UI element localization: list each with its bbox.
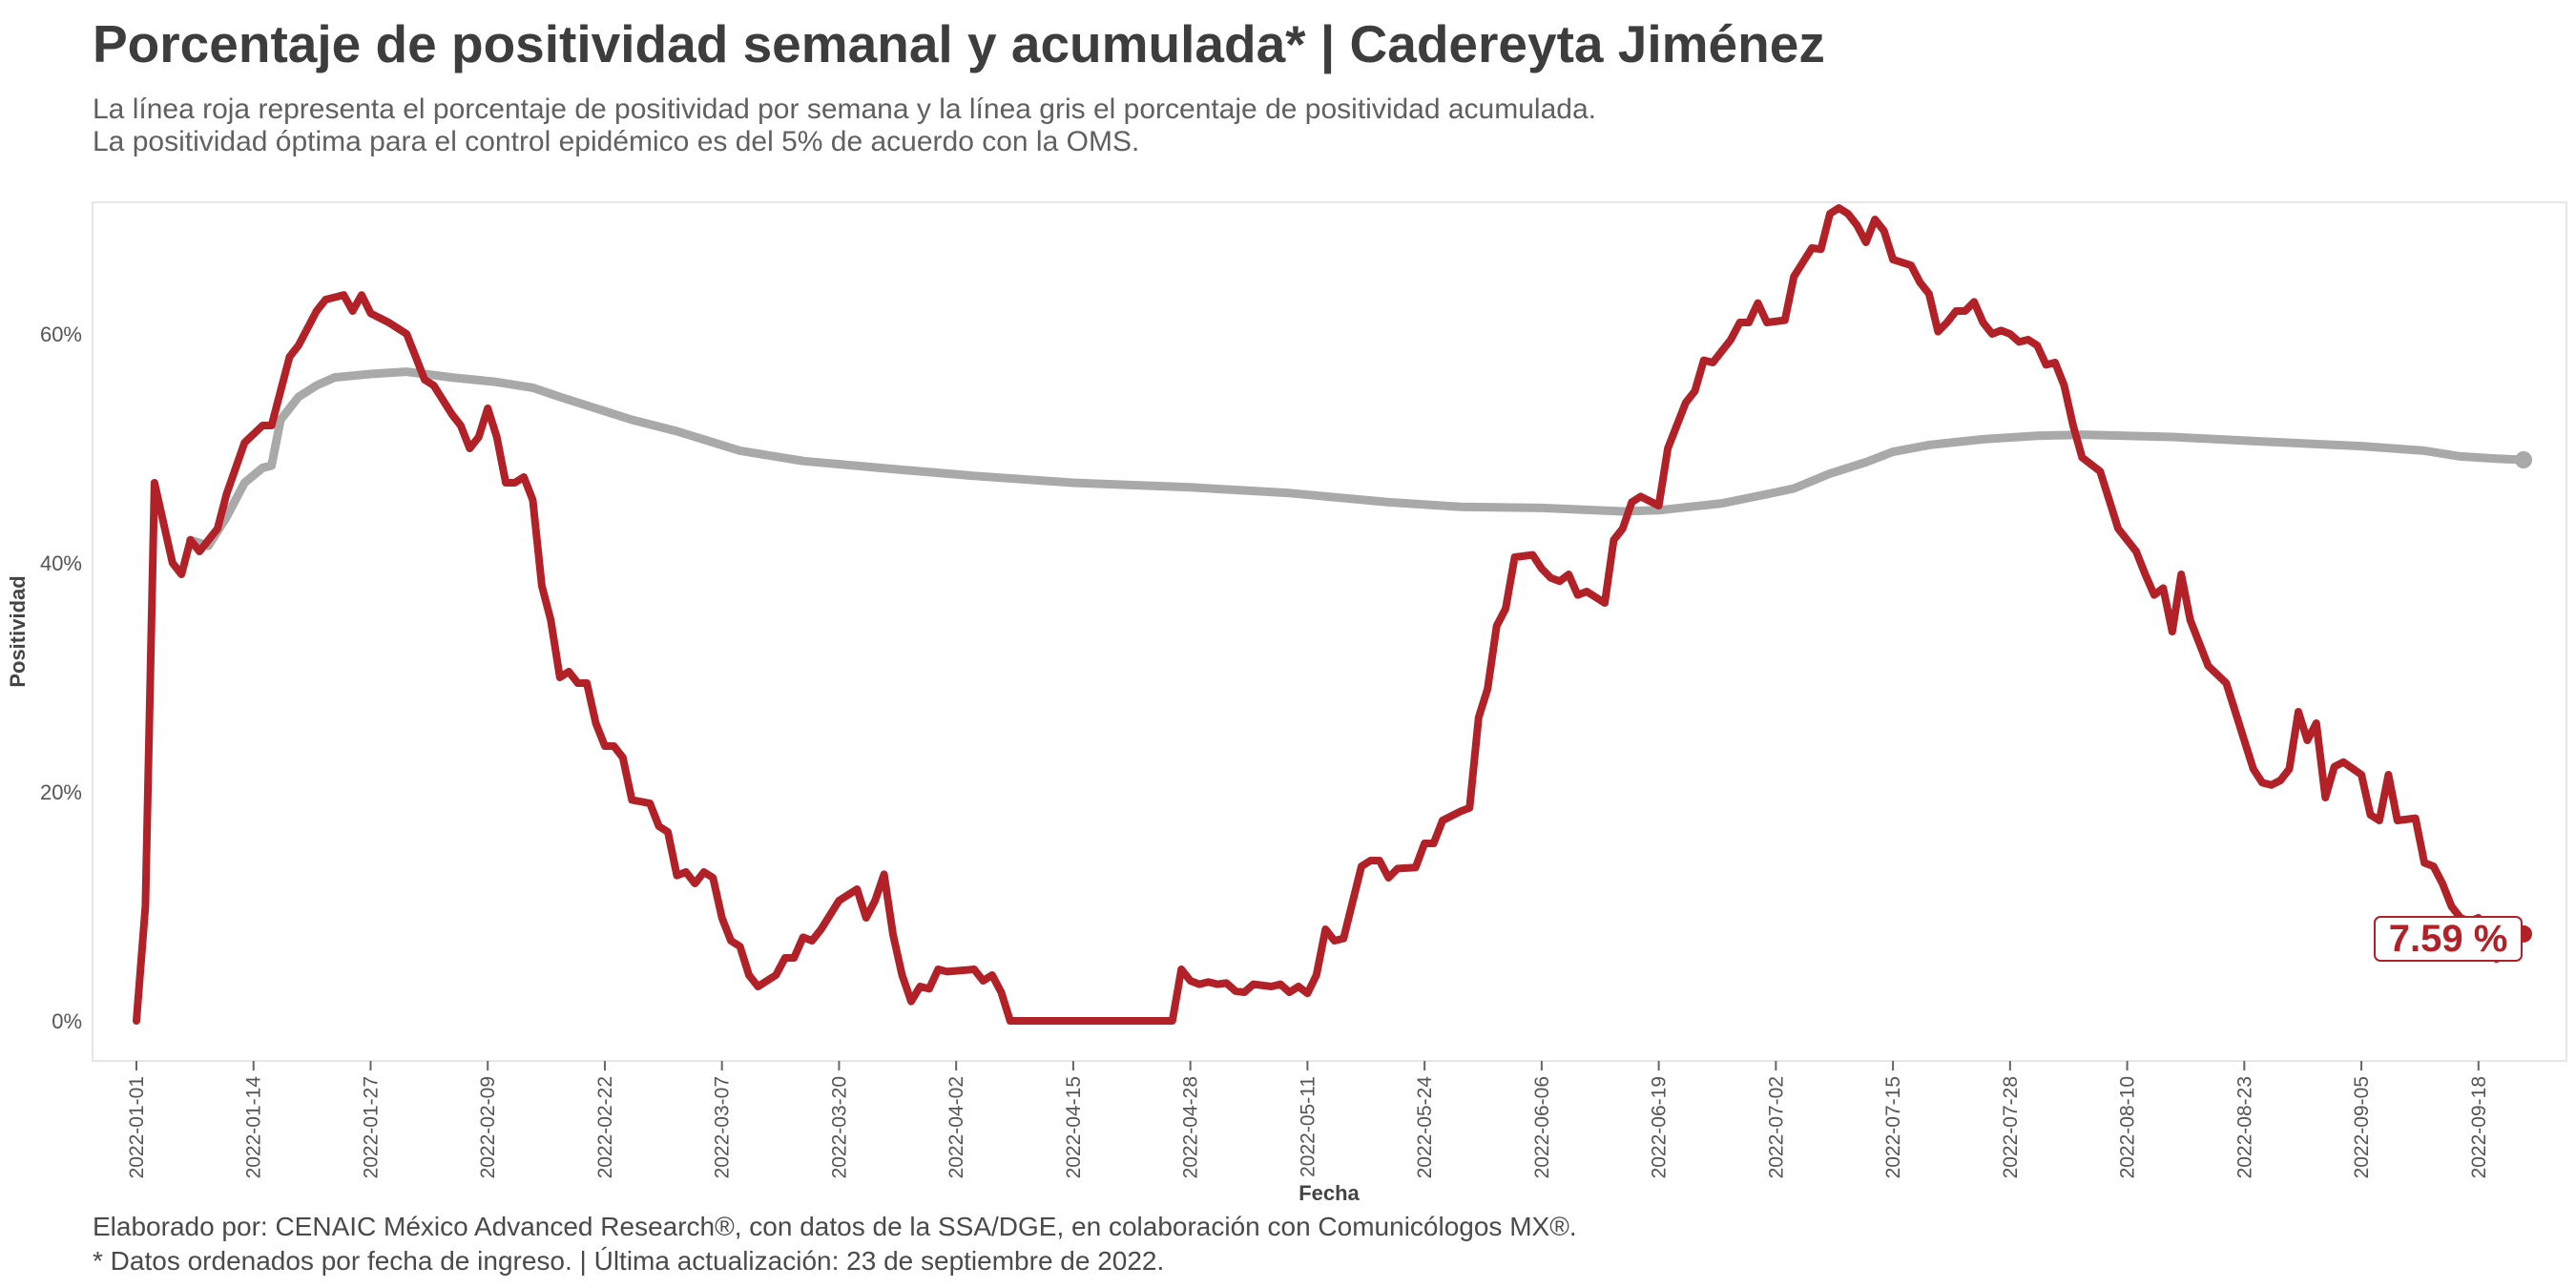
- y-tick-label: 60%: [40, 322, 82, 346]
- x-tick-label: 2022-02-22: [594, 1076, 616, 1178]
- x-tick-label: 2022-09-18: [2468, 1076, 2490, 1178]
- y-axis-title: Positividad: [6, 575, 30, 687]
- end-value-label: 7.59 %: [2374, 916, 2523, 962]
- end-value-label-box: [2374, 916, 2523, 962]
- cumulative-positivity-line: [186, 367, 2528, 551]
- weekly-positivity-line: [133, 204, 2527, 1025]
- x-axis-title: Fecha: [1298, 1181, 1360, 1205]
- x-tick-label: 2022-07-28: [2000, 1076, 2022, 1178]
- x-axis: 2022-01-01 2022-01-14 2022-01-27 2022-02-09…: [126, 1061, 2490, 1178]
- x-tick-label: 2022-02-09: [477, 1076, 499, 1178]
- x-tick-label: 2022-03-20: [828, 1076, 850, 1178]
- chart-subtitle-line-1: La línea roja representa el porcentaje d…: [93, 93, 1596, 125]
- y-axis: 0% 20% 40% 60%: [40, 322, 82, 1033]
- x-tick-label: 2022-01-14: [243, 1076, 265, 1179]
- footer-note: * Datos ordenados por fecha de ingreso. …: [93, 1246, 1165, 1276]
- x-tick-label: 2022-04-15: [1063, 1076, 1085, 1178]
- x-tick-label: 2022-07-15: [1882, 1076, 1904, 1178]
- end-value-label-text: 7.59 %: [2389, 918, 2508, 960]
- x-tick-label: 2022-05-24: [1414, 1076, 1436, 1179]
- x-tick-label: 2022-04-28: [1180, 1076, 1202, 1178]
- y-tick-label: 0%: [52, 1009, 82, 1033]
- x-tick-label: 2022-04-02: [945, 1076, 967, 1178]
- cumulative-endpoint-marker: [2515, 451, 2532, 468]
- x-tick-label: 2022-06-19: [1649, 1076, 1671, 1178]
- y-tick-label: 20%: [40, 780, 82, 804]
- positivity-chart: 0%20%40%60% 2022-01-01 2022-01-14 2022-01-…: [6, 201, 2567, 1205]
- footer-credit: Elaborado por: CENAIC México Advanced Re…: [93, 1212, 1577, 1241]
- chart-subtitle-line-2: La positividad óptima para el control ep…: [93, 126, 1140, 157]
- x-tick-label: 2022-08-10: [2117, 1076, 2139, 1178]
- plot-panel: [92, 201, 2567, 1062]
- x-tick-label: 2022-06-06: [1531, 1076, 1553, 1178]
- x-tick-label: 2022-07-02: [1765, 1076, 1787, 1178]
- x-tick-label: 2022-08-23: [2233, 1076, 2255, 1178]
- x-tick-label: 2022-05-11: [1297, 1076, 1319, 1177]
- x-tick-label: 2022-01-27: [360, 1076, 382, 1178]
- x-tick-label: 2022-01-01: [126, 1076, 148, 1178]
- x-tick-label: 2022-09-05: [2351, 1076, 2373, 1178]
- y-tick-label: 40%: [40, 551, 82, 575]
- x-tick-label: 2022-03-07: [712, 1076, 734, 1178]
- chart-title: Porcentaje de positividad semanal y acum…: [93, 14, 1825, 73]
